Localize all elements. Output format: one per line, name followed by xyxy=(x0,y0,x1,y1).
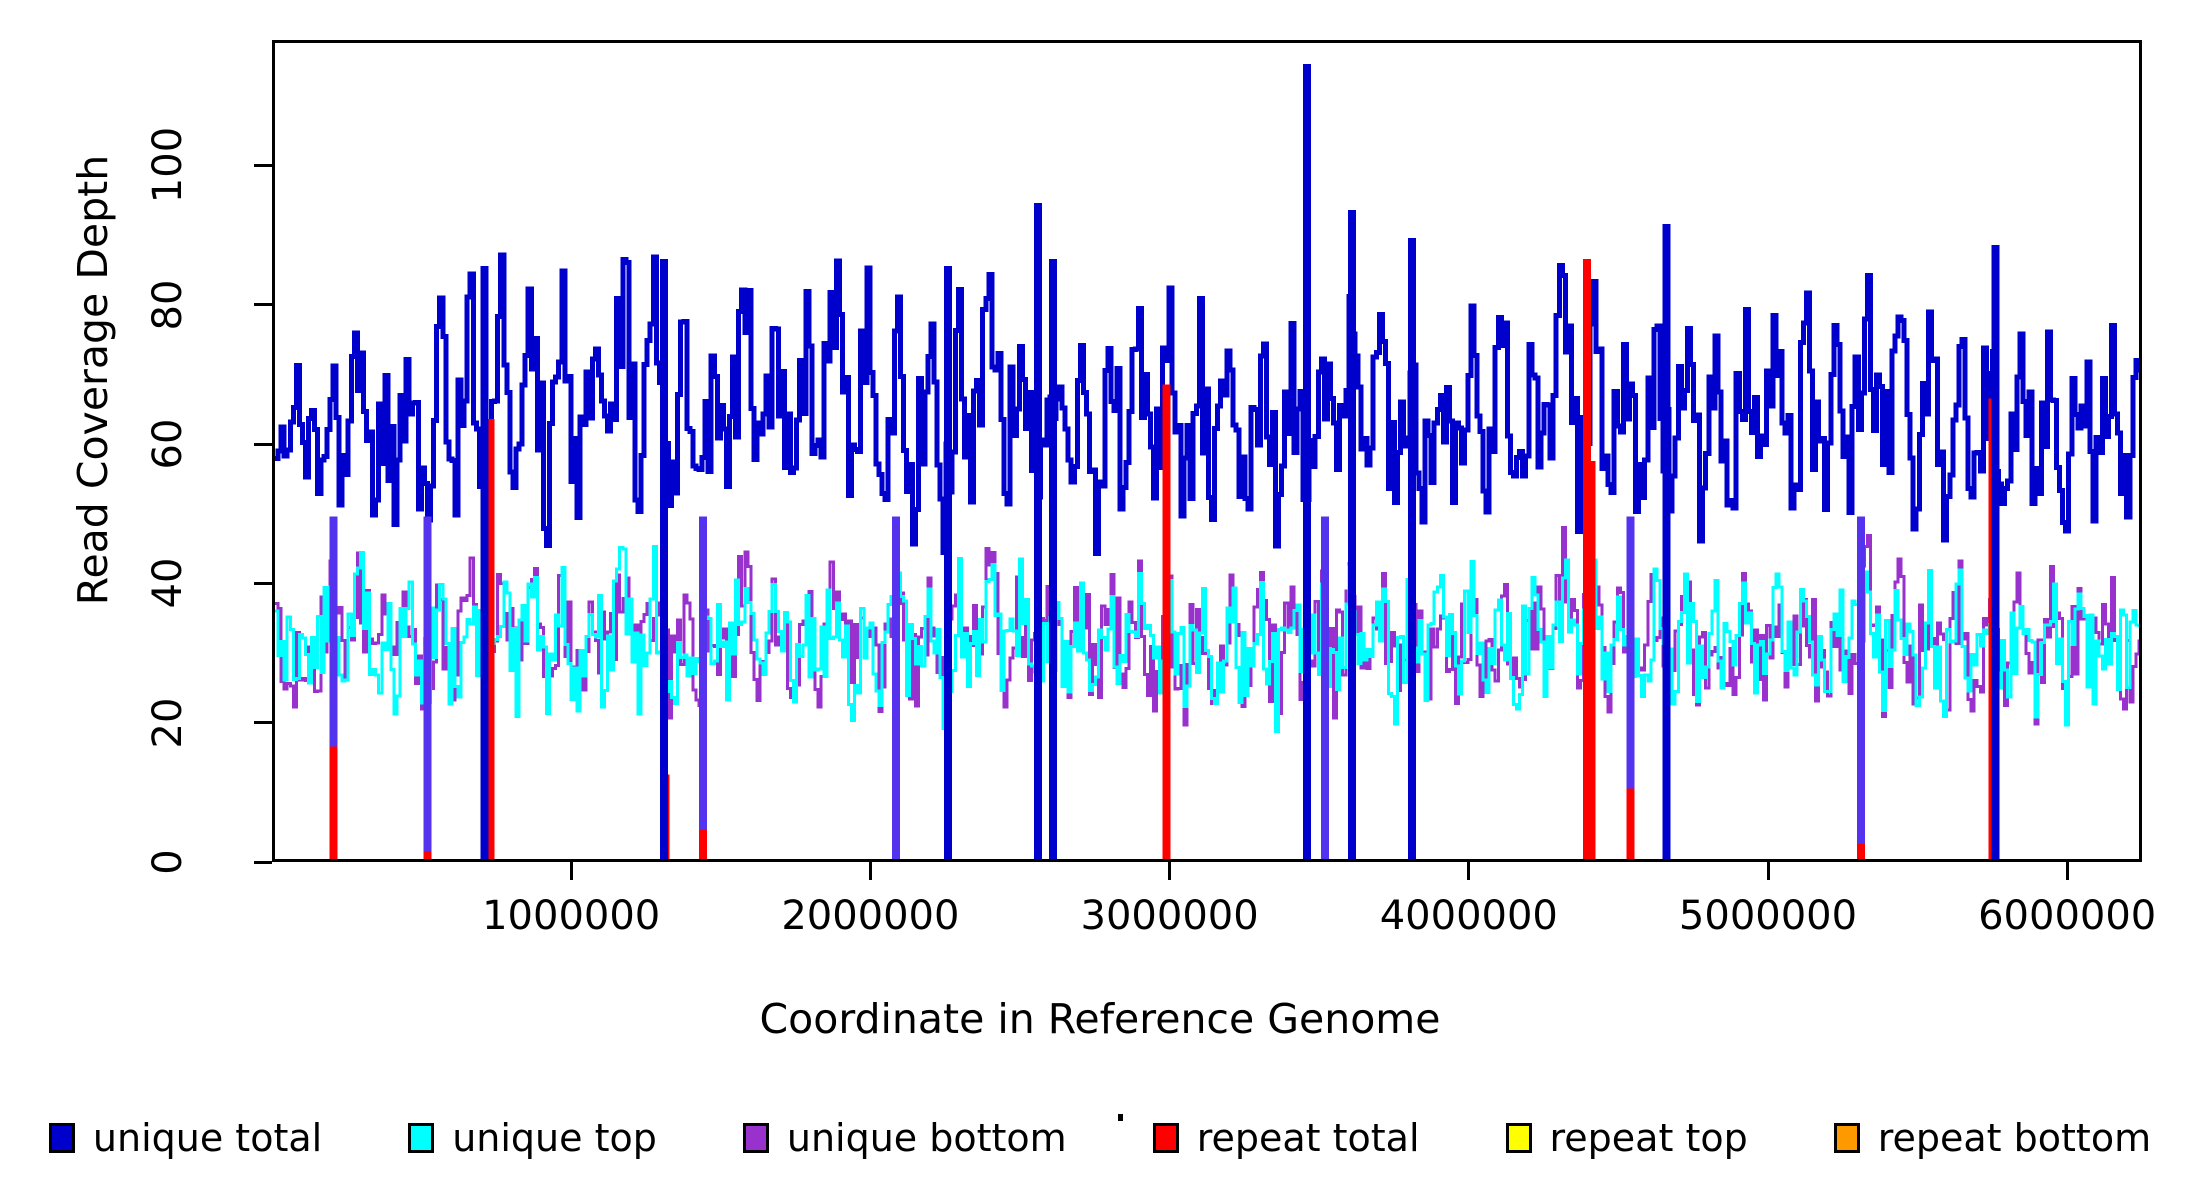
legend-label: repeat bottom xyxy=(1877,1116,2152,1160)
trace-unique-total xyxy=(275,252,2139,556)
spike-repeat-total xyxy=(1162,384,1171,859)
peak-unique-total xyxy=(480,265,489,859)
y-tick-mark xyxy=(254,163,272,167)
legend-item[interactable]: repeat top xyxy=(1505,1116,1748,1160)
x-tick-label: 3000000 xyxy=(1080,893,1259,939)
legend-item[interactable]: unique total xyxy=(48,1116,323,1160)
spike-repeat-total xyxy=(423,851,432,859)
legend-swatch-icon xyxy=(48,1123,75,1153)
legend-label: unique top xyxy=(452,1116,657,1160)
x-tick-mark xyxy=(1467,862,1471,880)
y-tick-label: 40 xyxy=(145,557,191,609)
legend-item[interactable]: unique top xyxy=(408,1119,657,1157)
peak-unique-total xyxy=(1048,258,1057,859)
y-tick-mark xyxy=(254,721,272,725)
y-tick-label: 0 xyxy=(145,849,191,875)
peak-unique-total xyxy=(944,265,953,859)
x-tick-label: 1000000 xyxy=(482,893,661,939)
y-axis-title: Read Coverage Depth xyxy=(69,154,117,606)
legend-swatch-icon xyxy=(1152,1123,1179,1153)
legend-label: unique total xyxy=(92,1116,323,1160)
legend-swatch-icon xyxy=(408,1123,435,1153)
x-tick-mark xyxy=(1766,862,1770,880)
spike-repeat-total xyxy=(1626,788,1635,859)
legend-label: repeat top xyxy=(1549,1116,1748,1160)
y-tick-label: 80 xyxy=(145,279,191,331)
x-tick-label: 5000000 xyxy=(1678,893,1858,939)
x-tick-mark xyxy=(1168,862,1172,880)
spike-repeat-total xyxy=(1582,258,1591,859)
coverage-dropout xyxy=(329,516,338,859)
spike-repeat-total xyxy=(1856,844,1865,859)
coverage-dropout xyxy=(423,516,432,859)
y-tick-mark xyxy=(254,860,272,864)
coverage-dropout xyxy=(1321,516,1330,859)
y-tick-mark xyxy=(254,303,272,307)
chart-legend: unique total unique top unique bottom repea… xyxy=(0,1108,2200,1168)
y-tick-label: 100 xyxy=(145,127,191,204)
legend-item[interactable]: repeat total xyxy=(1152,1116,1420,1160)
peak-unique-total xyxy=(1991,245,2000,859)
y-tick-label: 20 xyxy=(145,697,191,749)
peak-unique-total xyxy=(1662,224,1671,859)
x-tick-label: 6000000 xyxy=(1978,893,2157,939)
legend-speck-artifact xyxy=(1118,1114,1123,1121)
coverage-dropout xyxy=(891,516,900,859)
legend-label: repeat total xyxy=(1196,1116,1420,1160)
coverage-dropout xyxy=(1626,516,1635,859)
peak-unique-total xyxy=(1303,63,1312,859)
legend-swatch-icon xyxy=(742,1123,769,1153)
y-tick-mark xyxy=(254,581,272,585)
y-tick-label: 60 xyxy=(145,418,191,470)
coverage-dropout xyxy=(1856,516,1865,859)
trace-unique-top xyxy=(275,545,2139,734)
y-tick-mark xyxy=(254,442,272,446)
x-tick-mark xyxy=(2065,862,2069,880)
plot-area xyxy=(272,40,2142,862)
spike-repeat-total xyxy=(698,830,707,859)
peak-unique-total xyxy=(1348,210,1357,859)
x-tick-label: 2000000 xyxy=(781,893,960,939)
spike-repeat-total xyxy=(329,746,338,859)
spike-repeat-total xyxy=(486,419,495,859)
legend-label: unique bottom xyxy=(786,1116,1067,1160)
x-axis-title: Coordinate in Reference Genome xyxy=(759,995,1441,1043)
x-tick-mark xyxy=(569,862,573,880)
legend-item[interactable]: unique bottom xyxy=(742,1116,1067,1160)
x-tick-label: 4000000 xyxy=(1379,893,1558,939)
spike-repeat-total xyxy=(1587,460,1596,859)
legend-swatch-icon xyxy=(1505,1123,1532,1153)
coverage-traces xyxy=(275,63,2139,859)
peak-unique-total xyxy=(1033,203,1042,859)
peak-unique-total xyxy=(1407,238,1416,859)
coverage-dropout xyxy=(698,516,707,859)
peak-unique-total xyxy=(659,258,668,859)
legend-swatch-icon xyxy=(1833,1123,1860,1153)
legend-item[interactable]: repeat bottom xyxy=(1833,1116,2152,1160)
x-tick-mark xyxy=(868,862,872,880)
